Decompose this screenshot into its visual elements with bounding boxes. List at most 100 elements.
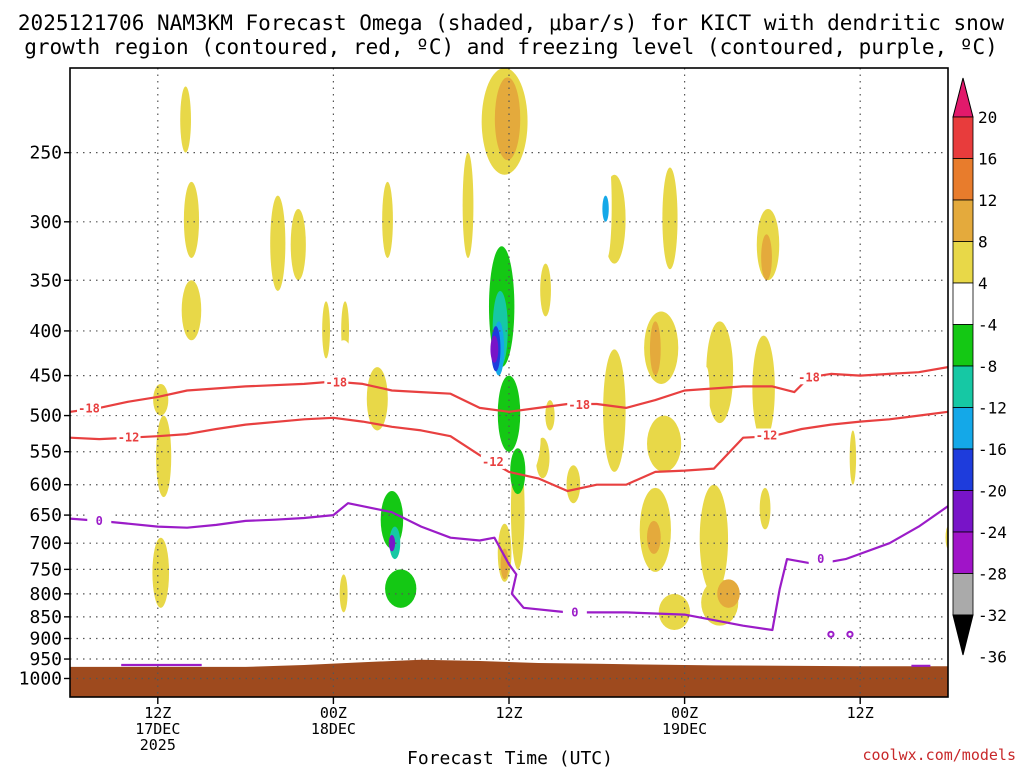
- colorbar-box-7: [952, 407, 974, 450]
- xtick-label-24-1: 18DEC: [311, 720, 356, 738]
- colorbar-box-10: [952, 531, 974, 574]
- contour-label-2-1: 0: [571, 605, 578, 619]
- ytick-label-300: 300: [29, 212, 62, 233]
- omega-cell-2: [153, 383, 169, 416]
- omega-cell-68: [388, 534, 396, 552]
- ytick-label-550: 550: [29, 442, 62, 463]
- colorbar-box-9: [952, 490, 974, 533]
- omega-cell-45: [385, 603, 429, 639]
- colorbar-box-0: [952, 116, 974, 159]
- ytick-label-250: 250: [29, 143, 62, 164]
- contour-label-1-2: -12: [756, 429, 778, 443]
- contour-label-bg-0-3: [796, 370, 821, 385]
- colorbar: 20 16 12 8 4 -4 -8 -12 -16 -20 -24 -28 -32 -36: [952, 77, 1007, 667]
- xtick-label-60-0: 12Z: [847, 704, 874, 722]
- omega-cell-21: [500, 548, 509, 580]
- omega-cell-42: [332, 340, 355, 408]
- contour-label-1-1: -12: [482, 455, 504, 469]
- omega-cell-40: [849, 430, 857, 485]
- colorbar-box-5: [952, 324, 974, 367]
- ytick-label-950: 950: [29, 649, 62, 670]
- omega-cell-1: [181, 280, 202, 341]
- xtick-label-12-1: 17DEC: [135, 720, 180, 738]
- chart-title-line2: growth region (contoured, red, ºC) and f…: [24, 35, 998, 59]
- omega-cell-6: [270, 195, 286, 291]
- contour-label-bg-2-1: [562, 605, 587, 620]
- terrain-fill: [70, 659, 948, 697]
- omega-cell-25: [662, 167, 678, 270]
- ytick-label-800: 800: [29, 584, 62, 605]
- contour-label-bg-2-0: [87, 513, 112, 528]
- plot-area: -18 -18 -18 -18 -12 -12 -12 0 0 0: [69, 67, 949, 698]
- ytick-label-450: 450: [29, 366, 62, 387]
- omega-cell-13: [462, 152, 474, 258]
- pressure-axis: 2503003504004505005506006507007508008509…: [19, 143, 70, 689]
- colorbar-box-6: [952, 365, 974, 408]
- contour-label-bg-0-1: [324, 375, 349, 390]
- colorbar-label-6: -8: [978, 357, 997, 376]
- omega-cell-67: [490, 335, 499, 363]
- xtick-label-12-0: 12Z: [144, 704, 171, 722]
- contour-label-bg-2-2: [808, 552, 833, 567]
- colorbar-box-2: [952, 199, 974, 242]
- contour-label-bg-0-0: [77, 401, 102, 416]
- contour-label-bg-1-1: [480, 454, 505, 469]
- colorbar-label-12: -32: [978, 606, 1007, 625]
- contour-label-bg-1-0: [116, 430, 141, 445]
- chart-title-line1: 2025121706 NAM3KM Forecast Omega (shaded…: [18, 11, 1005, 35]
- x-axis-label: Forecast Time (UTC): [407, 748, 613, 768]
- ytick-label-750: 750: [29, 559, 62, 580]
- xtick-label-12-2: 2025: [140, 736, 176, 754]
- omega-cell-32: [706, 321, 734, 424]
- contour-label-bg-1-2: [754, 428, 779, 443]
- omega-cell-33: [699, 484, 729, 594]
- colorbar-label-5: -4: [978, 316, 997, 335]
- freezing-dot-0: [827, 630, 835, 638]
- credit-text: coolwx.com/models: [862, 746, 1016, 764]
- xtick-label-36-0: 12Z: [495, 704, 522, 722]
- colorbar-box-3: [952, 241, 974, 284]
- xtick-label-24-0: 00Z: [320, 704, 347, 722]
- colorbar-box-1: [952, 158, 974, 201]
- colorbar-label-3: 8: [978, 233, 988, 252]
- omega-cell-7: [290, 208, 306, 281]
- omega-cell-28: [647, 415, 682, 472]
- contour-label-0-3: -18: [798, 370, 820, 384]
- xtick-label-48-1: 19DEC: [662, 720, 707, 738]
- contour-label-1-0: -12: [118, 431, 140, 445]
- omega-cell-61: [510, 448, 526, 495]
- colorbar-bottom-arrow: [952, 614, 974, 656]
- colorbar-box-8: [952, 448, 974, 491]
- colorbar-label-13: -36: [978, 648, 1007, 667]
- omega-cell-65: [602, 195, 609, 222]
- omega-cell-4: [152, 537, 170, 608]
- ytick-label-650: 650: [29, 505, 62, 526]
- ytick-label-500: 500: [29, 406, 62, 427]
- omega-cell-37: [761, 234, 772, 281]
- omega-cell-30: [647, 520, 661, 554]
- colorbar-box-4: [952, 282, 974, 325]
- colorbar-label-11: -28: [978, 565, 1007, 584]
- contour-label-bg-0-2: [567, 397, 592, 412]
- omega-cell-11: [382, 181, 393, 258]
- omega-cell-47: [423, 423, 449, 491]
- ytick-label-850: 850: [29, 607, 62, 628]
- colorbar-box-11: [952, 573, 974, 616]
- omega-cell-19: [545, 400, 555, 431]
- colorbar-label-1: 16: [978, 150, 997, 169]
- omega-cell-31: [658, 593, 690, 631]
- contour-label-0-2: -18: [568, 398, 590, 412]
- omega-cell-17: [540, 263, 551, 317]
- contour-line-1: [70, 410, 948, 493]
- omega-cell-38: [752, 335, 775, 442]
- ytick-label-400: 400: [29, 321, 62, 342]
- omega-cell-43: [360, 430, 398, 510]
- omega-cell-54: [703, 367, 710, 431]
- contour-line-2: [70, 502, 948, 632]
- omega-cell-8: [322, 301, 331, 359]
- omega-cell-58: [385, 569, 417, 608]
- omega-cell-39: [759, 487, 771, 530]
- contour-label-2-0: 0: [96, 514, 103, 528]
- ytick-label-1000: 1000: [19, 668, 62, 689]
